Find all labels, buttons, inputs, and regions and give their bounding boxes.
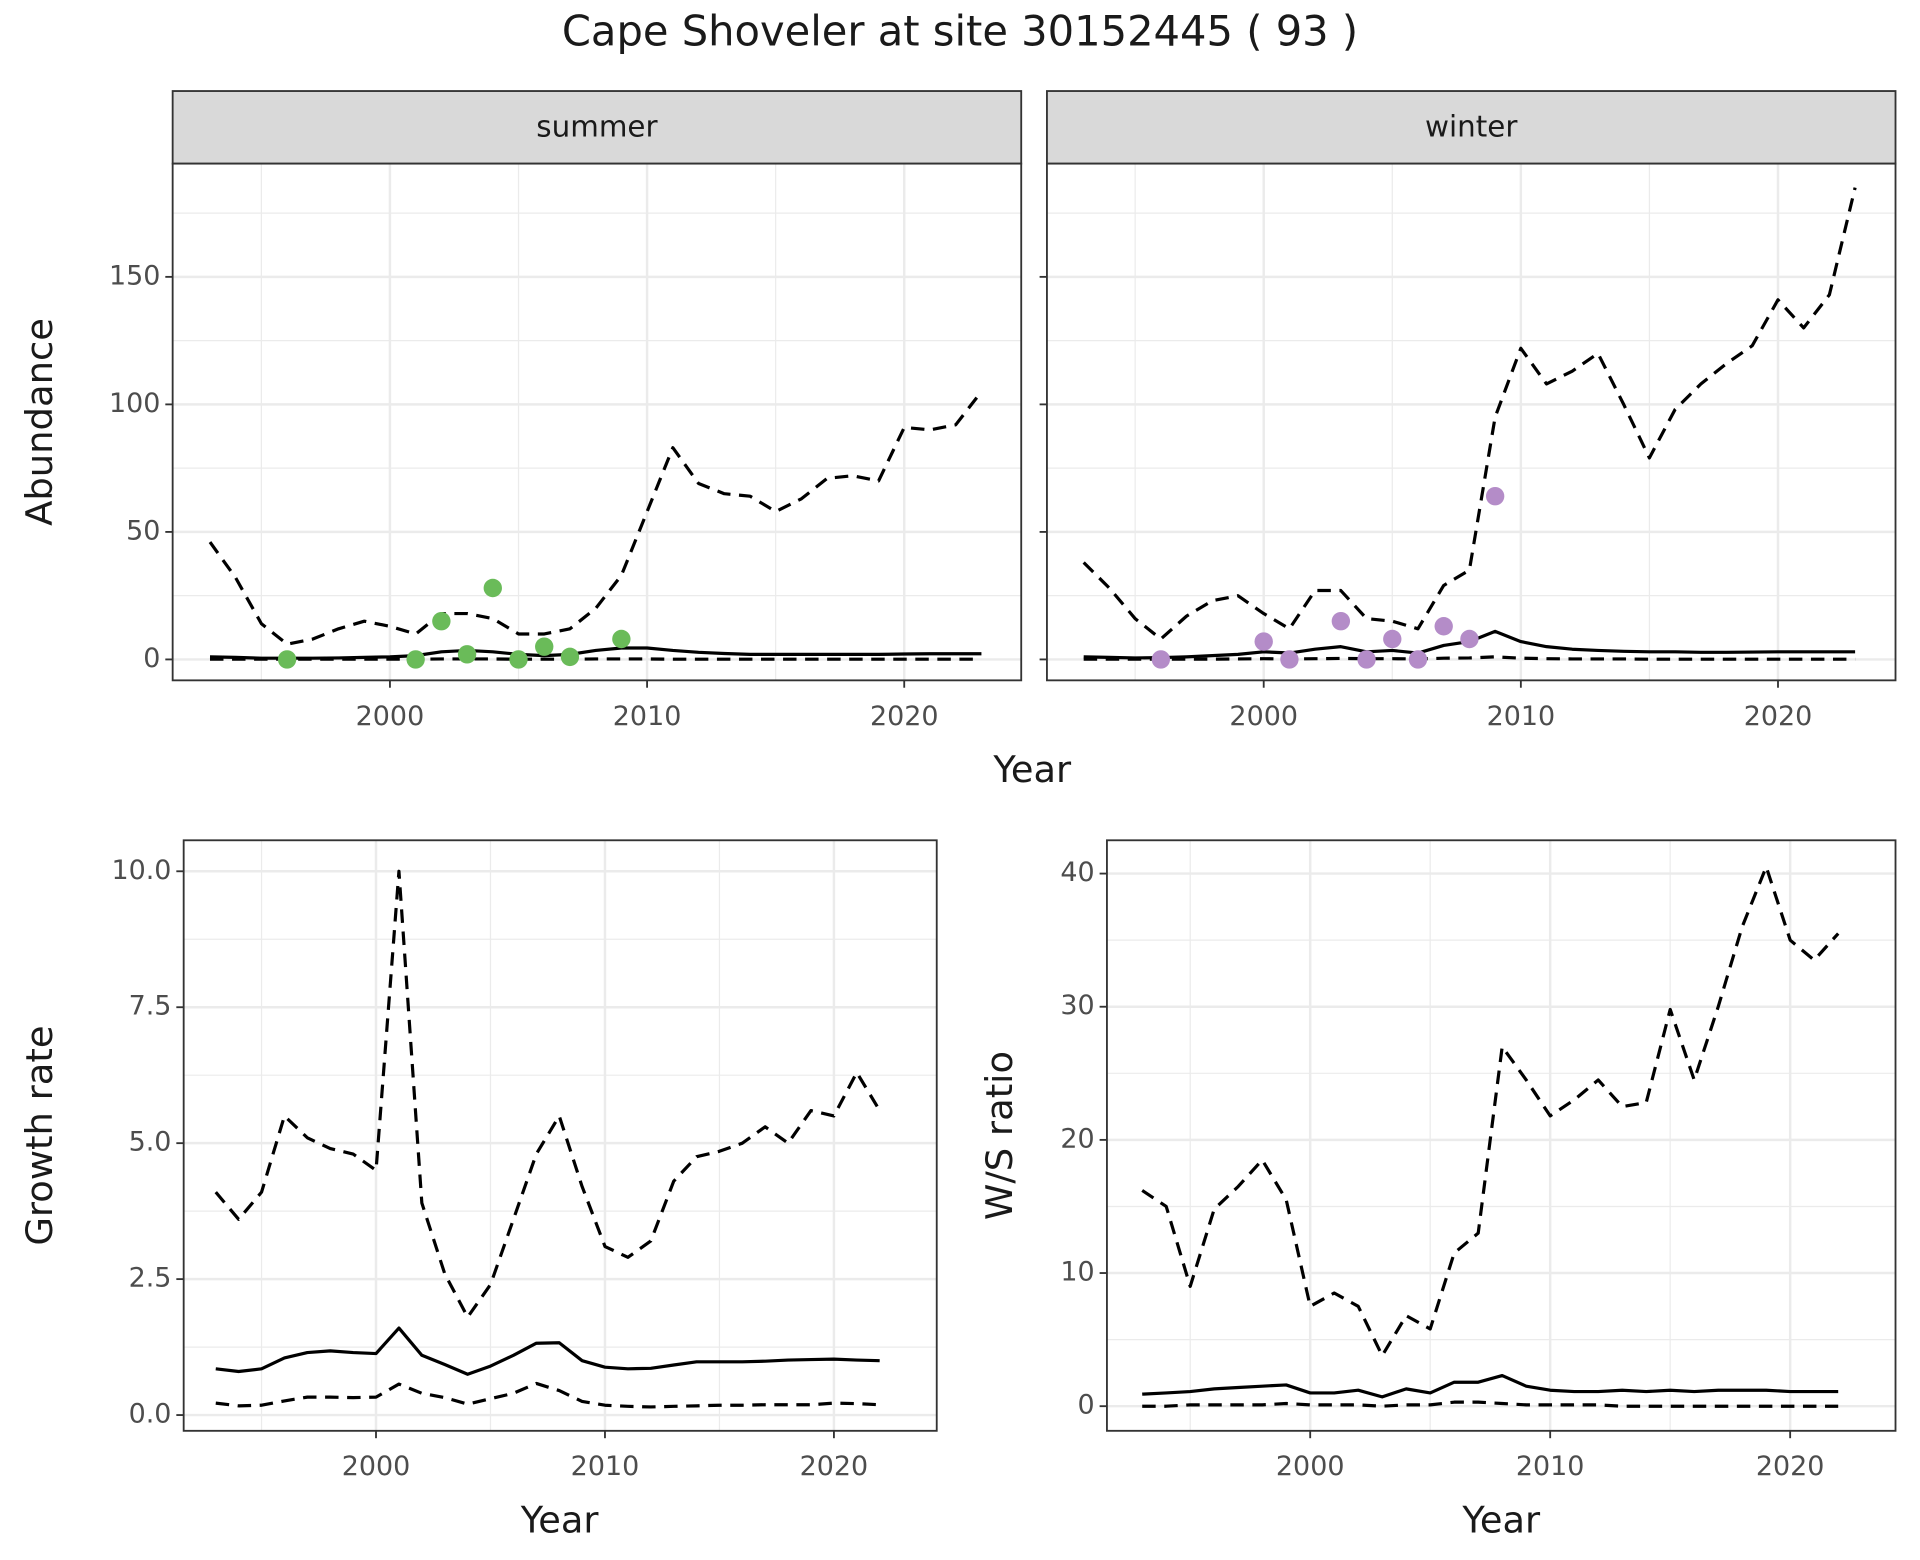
data-point	[406, 650, 425, 669]
data-point	[1280, 650, 1299, 669]
y-axis-label: Abundance	[18, 318, 61, 526]
data-point	[277, 650, 297, 669]
data-point	[1408, 650, 1428, 669]
data-point	[612, 629, 631, 649]
y-tick-label: 40	[1060, 857, 1094, 888]
mean-line	[209, 646, 982, 660]
x-tick-label: 2020	[870, 701, 939, 732]
x-tick-label: 2010	[571, 1451, 640, 1482]
x-tick-label: 2010	[1487, 701, 1556, 732]
bound-line	[1141, 865, 1840, 1358]
y-tick-label: 10.0	[111, 855, 171, 886]
data-point	[509, 650, 528, 669]
data-point	[1434, 617, 1453, 636]
figure-title: Cape Shoveler at site 30152445 ( 93 )	[562, 6, 1358, 55]
bound-line	[208, 390, 983, 646]
y-tick-label: 150	[109, 260, 160, 291]
mean-line	[1142, 1373, 1839, 1399]
x-tick-label: 2020	[800, 1451, 869, 1482]
y-tick-label: 20	[1060, 1123, 1094, 1154]
strip-label: winter	[1425, 109, 1518, 143]
data-point	[1383, 629, 1402, 649]
mean-line	[215, 1326, 880, 1376]
strip-background	[171, 90, 1023, 165]
bound-line	[214, 869, 882, 1319]
y-tick-label: 100	[109, 388, 160, 419]
panel-background	[1106, 840, 1896, 1431]
panel-background	[172, 163, 1022, 681]
data-point	[1331, 611, 1351, 631]
y-axis-label: W/S ratio	[978, 1051, 1021, 1220]
x-tick-label: 2010	[613, 701, 682, 732]
x-tick-label: 2000	[342, 1451, 411, 1482]
strip-background	[1046, 90, 1897, 165]
x-tick-label: 2000	[1229, 701, 1298, 732]
x-tick-label: 2000	[1276, 1451, 1345, 1482]
y-tick-label: 10	[1060, 1256, 1094, 1287]
y-tick-label: 7.5	[129, 991, 172, 1022]
y-tick-label: 0.0	[129, 1399, 172, 1430]
data-point	[560, 647, 580, 667]
y-tick-label: 2.5	[129, 1263, 172, 1294]
y-tick-label: 0	[143, 643, 160, 674]
x-tick-label: 2000	[356, 701, 425, 732]
x-axis-label: Year	[520, 1498, 600, 1541]
y-tick-label: 50	[126, 515, 160, 546]
panel-background	[1046, 163, 1896, 681]
x-tick-label: 2010	[1516, 1451, 1585, 1482]
y-tick-label: 5.0	[129, 1127, 172, 1158]
bound-line	[1142, 1400, 1839, 1408]
panel-border	[1046, 162, 1897, 682]
data-point	[1254, 632, 1273, 651]
data-point	[483, 578, 502, 598]
data-point	[1485, 486, 1505, 506]
panel-border	[1106, 839, 1897, 1432]
x-tick-label: 2020	[1756, 1451, 1825, 1482]
data-point	[1460, 629, 1479, 649]
data-point	[535, 637, 554, 656]
y-tick-label: 30	[1060, 990, 1094, 1021]
data-point	[457, 645, 477, 664]
y-axis-label: Growth rate	[18, 1025, 61, 1245]
x-tick-label: 2020	[1744, 701, 1813, 732]
data-point	[1151, 650, 1171, 669]
bound-line	[215, 1381, 880, 1409]
data-point	[432, 611, 451, 631]
bound-line	[1083, 655, 1856, 661]
data-point	[1357, 650, 1376, 669]
panel-border	[171, 162, 1023, 682]
x-axis-label: Year	[1461, 1498, 1541, 1541]
y-tick-label: 0	[1078, 1390, 1095, 1421]
panel-border	[182, 839, 938, 1432]
strip-label: summer	[536, 109, 658, 143]
x-axis-label: Year	[992, 748, 1072, 791]
